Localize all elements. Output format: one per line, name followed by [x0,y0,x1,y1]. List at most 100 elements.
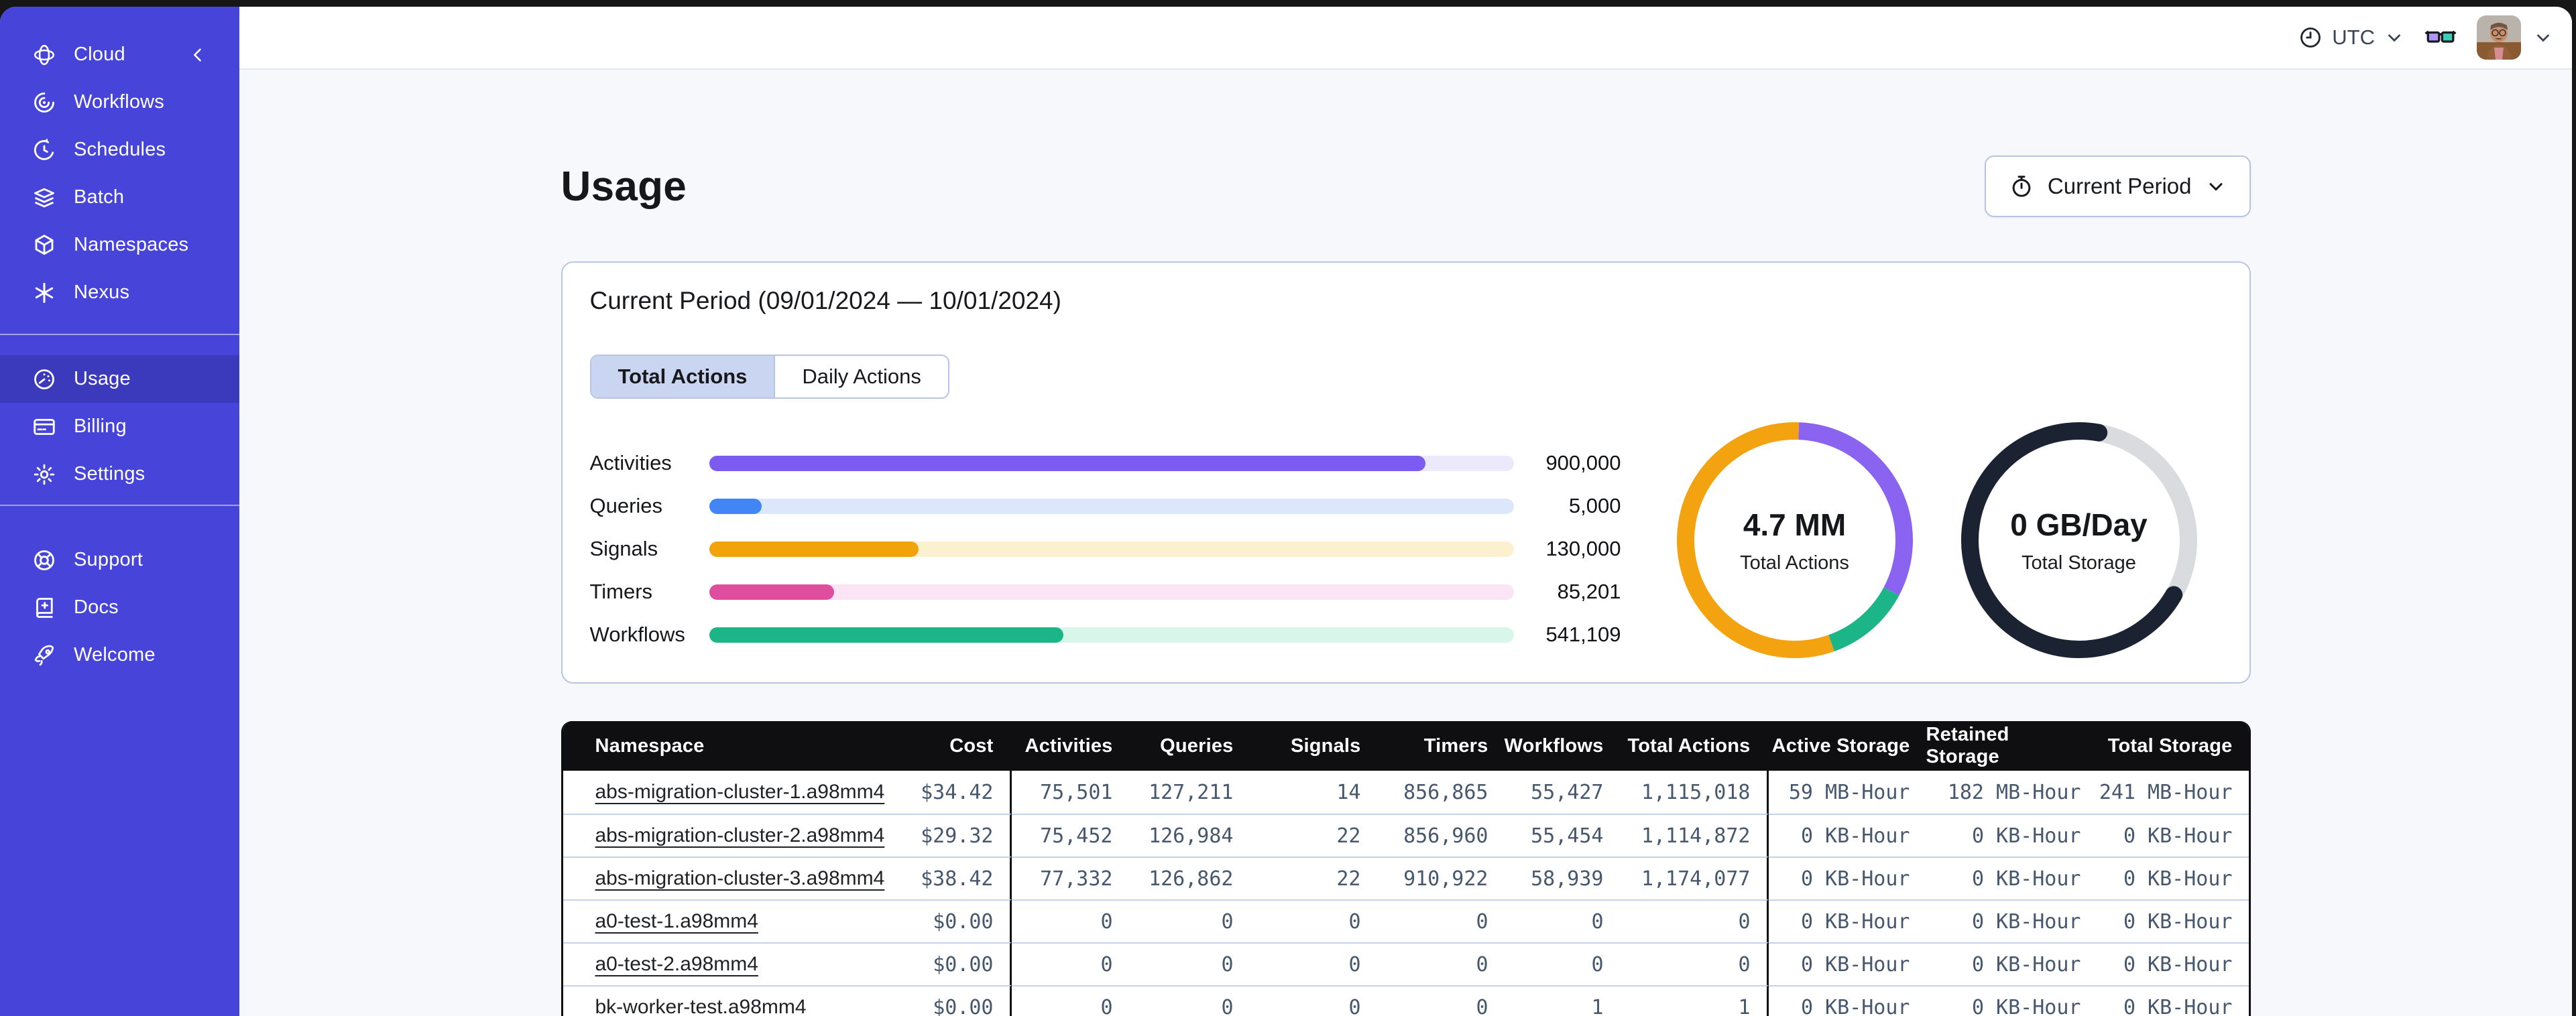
cell-retained-storage: 0 KB-Hour [1926,942,2097,985]
sidebar-item-label: Nexus [74,281,130,303]
cell-total-storage: 0 KB-Hour [2097,942,2249,985]
sidebar-item-usage[interactable]: Usage [0,355,239,403]
column-header: Timers [1377,721,1505,771]
sidebar-item-schedules[interactable]: Schedules [0,126,239,174]
tab-daily-actions[interactable]: Daily Actions [802,365,921,388]
bar-value: 130,000 [1545,537,1621,560]
cell-cost: $34.42 [921,771,1012,814]
sidebar-item-billing[interactable]: Billing [0,403,239,450]
avatar [2477,15,2521,60]
feedback-glasses-button[interactable] [2424,25,2457,50]
sidebar-item-docs[interactable]: Docs [0,584,239,631]
cell-queries: 127,211 [1128,771,1250,814]
sidebar-item-settings[interactable]: Settings [0,450,239,498]
namespace-link[interactable]: abs-migration-cluster-3.a98mm4 [595,867,885,889]
sidebar: Cloud Workflows [0,7,239,1016]
bar-fill [709,584,834,600]
column-header: Total Storage [2097,721,2249,771]
bar-track [709,499,1514,514]
sidebar-item-label: Namespaces [74,234,189,255]
cell-timers: 856,865 [1377,771,1505,814]
sidebar-item-label: Docs [74,596,119,618]
cell-retained-storage: 182 MB-Hour [1926,771,2097,814]
billing-icon [32,415,56,439]
actions-tab-group: Total Actions Daily Actions [589,355,949,399]
schedules-icon [32,138,56,162]
welcome-icon [32,643,56,668]
bar-value: 5,000 [1568,494,1621,517]
support-icon [32,548,56,572]
sidebar-item-workflows[interactable]: Workflows [0,78,239,126]
column-header: Total Actions [1619,721,1769,771]
sidebar-item-label: Welcome [74,644,156,665]
cell-total-actions: 1,174,077 [1619,856,1769,899]
usage-summary-card: Current Period (09/01/2024 — 10/01/2024)… [561,261,2251,684]
cell-timers: 0 [1377,985,1505,1016]
donut-chart [1676,422,1913,658]
timezone-selector[interactable]: UTC [2298,25,2404,50]
bar-value: 85,201 [1557,580,1621,603]
donut-label: Total Storage [2022,552,2136,574]
bar-label: Timers [589,580,653,603]
cell-total-actions: 0 [1619,942,1769,985]
namespace-link[interactable]: abs-migration-cluster-1.a98mm4 [595,781,885,803]
bar-fill [709,627,1063,643]
sidebar-item-batch[interactable]: Batch [0,174,239,221]
table-row-namespace: bk-worker-test.a98mm4 [563,985,925,1016]
cell-workflows: 0 [1504,942,1620,985]
sidebar-item-support[interactable]: Support [0,536,239,584]
column-header: Workflows [1504,721,1620,771]
namespace-link[interactable]: abs-migration-cluster-2.a98mm4 [595,824,885,846]
cell-queries: 0 [1128,985,1250,1016]
cell-active-storage: 0 KB-Hour [1768,814,1926,856]
cell-workflows: 0 [1504,899,1620,942]
sidebar-item-welcome[interactable]: Welcome [0,631,239,679]
bar-fill [709,456,1425,471]
cell-total-storage: 0 KB-Hour [2097,985,2249,1016]
cell-cost: $0.00 [924,985,1012,1016]
bar-track [709,627,1514,643]
donut-value: 0 GB/Day [2010,507,2148,542]
cell-queries: 0 [1128,899,1250,942]
sidebar-item-nexus[interactable]: Nexus [0,269,239,316]
card-title: Current Period (09/01/2024 — 10/01/2024) [589,287,1061,314]
period-selector-button[interactable]: Current Period [1984,155,2251,217]
account-menu[interactable] [2477,15,2553,60]
cell-active-storage: 0 KB-Hour [1768,899,1926,942]
cell-signals: 0 [1249,942,1377,985]
workflows-icon [32,90,56,115]
cell-active-storage: 0 KB-Hour [1768,942,1926,985]
collapse-sidebar-icon[interactable] [188,31,207,78]
cell-queries: 126,862 [1128,856,1250,899]
cell-total-storage: 0 KB-Hour [2097,856,2249,899]
cell-cost: $0.00 [924,942,1012,985]
column-header: Retained Storage [1926,721,2097,771]
bar-label: Workflows [589,623,685,646]
cell-retained-storage: 0 KB-Hour [1926,899,2097,942]
sidebar-brand-label: Cloud [74,44,125,65]
bar-label: Queries [589,494,663,517]
donut-chart [1960,422,2197,658]
sidebar-item-label: Billing [74,416,127,437]
sidebar-item-namespaces[interactable]: Namespaces [0,221,239,269]
cell-activities: 0 [1011,899,1129,942]
cell-total-actions: 1 [1619,985,1769,1016]
bar-fill [709,499,762,514]
sidebar-item-label: Usage [74,368,131,389]
cell-activities: 0 [1011,985,1129,1016]
sidebar-brand-cloud[interactable]: Cloud [0,31,239,78]
bar-label: Signals [589,537,658,560]
cell-activities: 75,501 [1011,771,1129,814]
donut-value: 4.7 MM [1743,507,1847,542]
chevron-down-icon [2388,34,2400,42]
namespace-link[interactable]: a0-test-1.a98mm4 [595,910,758,932]
tab-total-actions[interactable]: Total Actions [591,356,776,397]
chevron-down-icon [2537,34,2549,42]
namespace-link[interactable]: a0-test-2.a98mm4 [595,953,758,975]
cell-cost: $0.00 [924,899,1012,942]
namespace-link[interactable]: bk-worker-test.a98mm4 [595,996,807,1016]
cell-total-actions: 1,114,872 [1619,814,1769,856]
sidebar-item-label: Support [74,549,143,570]
cell-workflows: 55,427 [1504,771,1620,814]
bar-track [709,456,1514,471]
